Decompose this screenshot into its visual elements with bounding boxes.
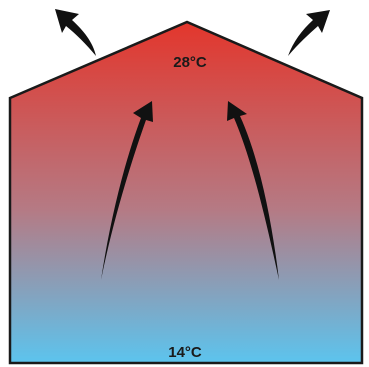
- escaping-air-arrow-left: [55, 9, 96, 56]
- bottom-temperature-label: 14°C: [168, 344, 202, 361]
- house-shape: [8, 20, 364, 365]
- escaping-air-arrow-right: [288, 10, 330, 56]
- top-temperature-label: 28°C: [173, 54, 207, 71]
- rising-air-arrow-left: [101, 101, 153, 280]
